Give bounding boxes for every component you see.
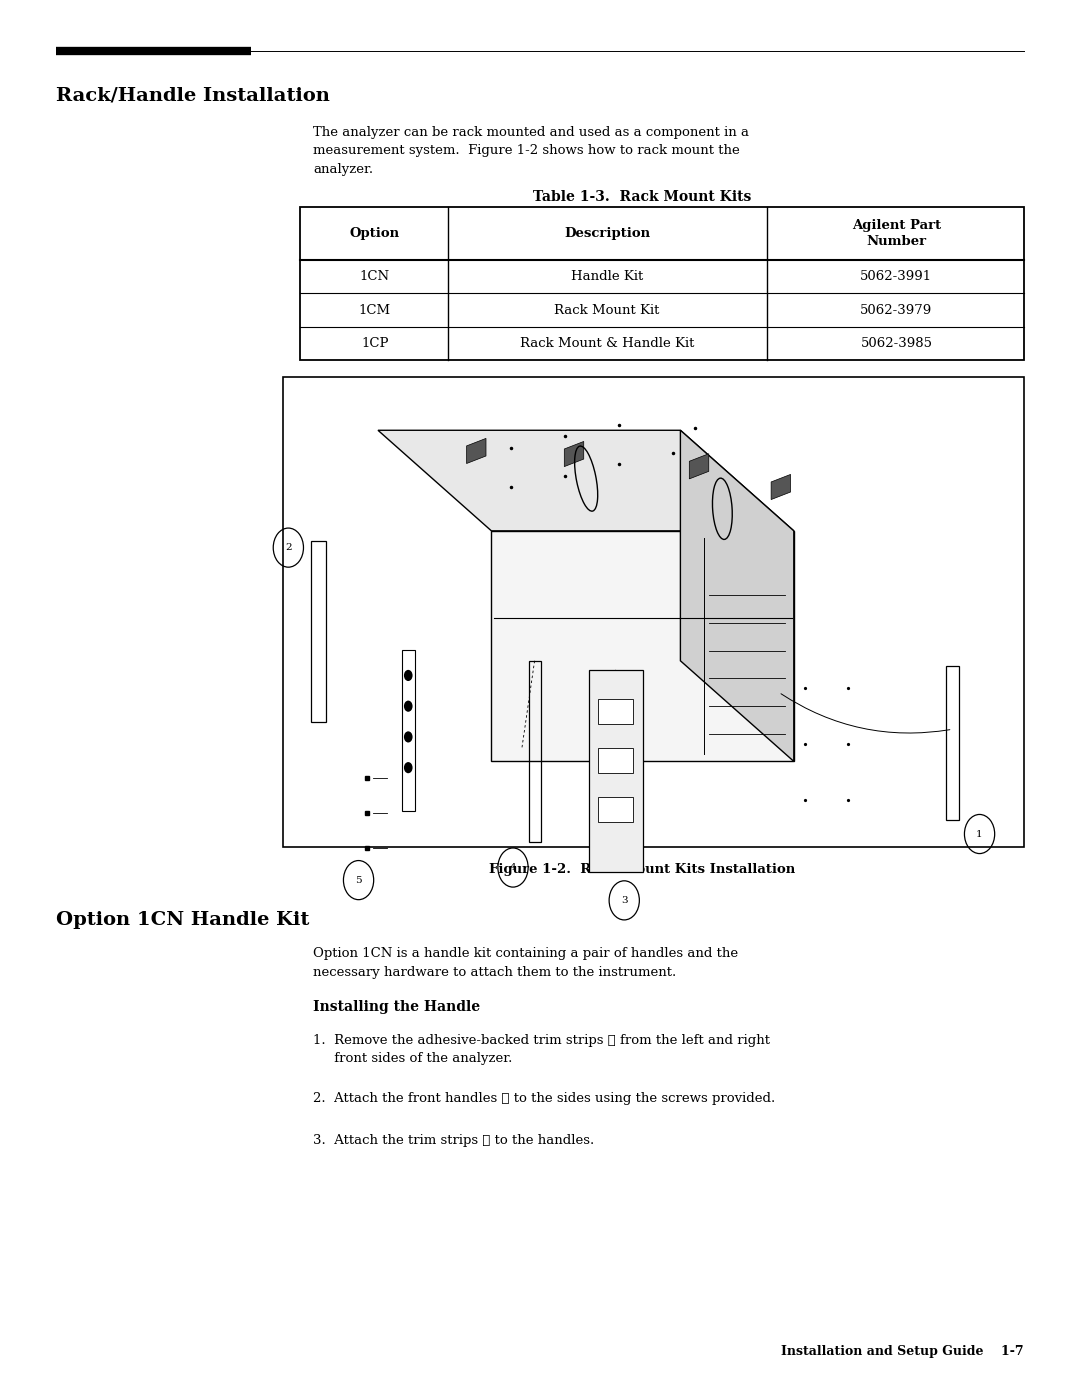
Text: Agilent Part
Number: Agilent Part Number [852, 219, 941, 247]
Text: Option 1CN is a handle kit containing a pair of handles and the
necessary hardwa: Option 1CN is a handle kit containing a … [313, 947, 739, 979]
Text: Option: Option [350, 226, 400, 240]
Text: 1.  Remove the adhesive-backed trim strips ① from the left and right
     front : 1. Remove the adhesive-backed trim strip… [313, 1034, 770, 1065]
Polygon shape [283, 377, 1024, 847]
Text: 1CN: 1CN [360, 270, 390, 284]
Text: 5062-3979: 5062-3979 [861, 303, 932, 317]
Circle shape [404, 701, 413, 712]
Polygon shape [564, 441, 583, 467]
Text: 5062-3985: 5062-3985 [861, 337, 932, 351]
Text: 2.  Attach the front handles ③ to the sides using the screws provided.: 2. Attach the front handles ③ to the sid… [313, 1092, 775, 1105]
Text: Rack Mount & Handle Kit: Rack Mount & Handle Kit [519, 337, 694, 351]
Text: 1CM: 1CM [359, 303, 391, 317]
Polygon shape [491, 531, 794, 761]
Polygon shape [680, 430, 794, 761]
Text: Installation and Setup Guide    1-7: Installation and Setup Guide 1-7 [781, 1345, 1024, 1358]
Text: 1: 1 [976, 830, 983, 838]
Text: 4: 4 [510, 863, 516, 872]
Polygon shape [771, 475, 791, 500]
Polygon shape [689, 454, 708, 479]
Text: Rack Mount Kit: Rack Mount Kit [554, 303, 660, 317]
Polygon shape [598, 700, 633, 725]
Text: 2: 2 [285, 543, 292, 552]
Polygon shape [598, 749, 633, 774]
Polygon shape [378, 430, 794, 531]
Text: Installing the Handle: Installing the Handle [313, 1000, 481, 1014]
Circle shape [404, 732, 413, 743]
Polygon shape [467, 439, 486, 464]
Text: Option 1CN Handle Kit: Option 1CN Handle Kit [56, 911, 310, 929]
Polygon shape [598, 796, 633, 821]
Circle shape [404, 763, 413, 774]
Text: 5062-3991: 5062-3991 [861, 270, 932, 284]
Text: 1CP: 1CP [361, 337, 389, 351]
Text: The analyzer can be rack mounted and used as a component in a
measurement system: The analyzer can be rack mounted and use… [313, 126, 750, 176]
Text: 3: 3 [621, 895, 627, 905]
Text: Figure 1-2.  Rack Mount Kits Installation: Figure 1-2. Rack Mount Kits Installation [489, 863, 796, 876]
Text: Table 1-3.  Rack Mount Kits: Table 1-3. Rack Mount Kits [534, 190, 752, 204]
Polygon shape [589, 671, 643, 872]
Text: Handle Kit: Handle Kit [571, 270, 643, 284]
Circle shape [404, 671, 413, 682]
Text: Description: Description [564, 226, 650, 240]
Text: 3.  Attach the trim strips ④ to the handles.: 3. Attach the trim strips ④ to the handl… [313, 1134, 594, 1147]
Text: 5: 5 [355, 876, 362, 884]
Text: Rack/Handle Installation: Rack/Handle Installation [56, 87, 330, 105]
